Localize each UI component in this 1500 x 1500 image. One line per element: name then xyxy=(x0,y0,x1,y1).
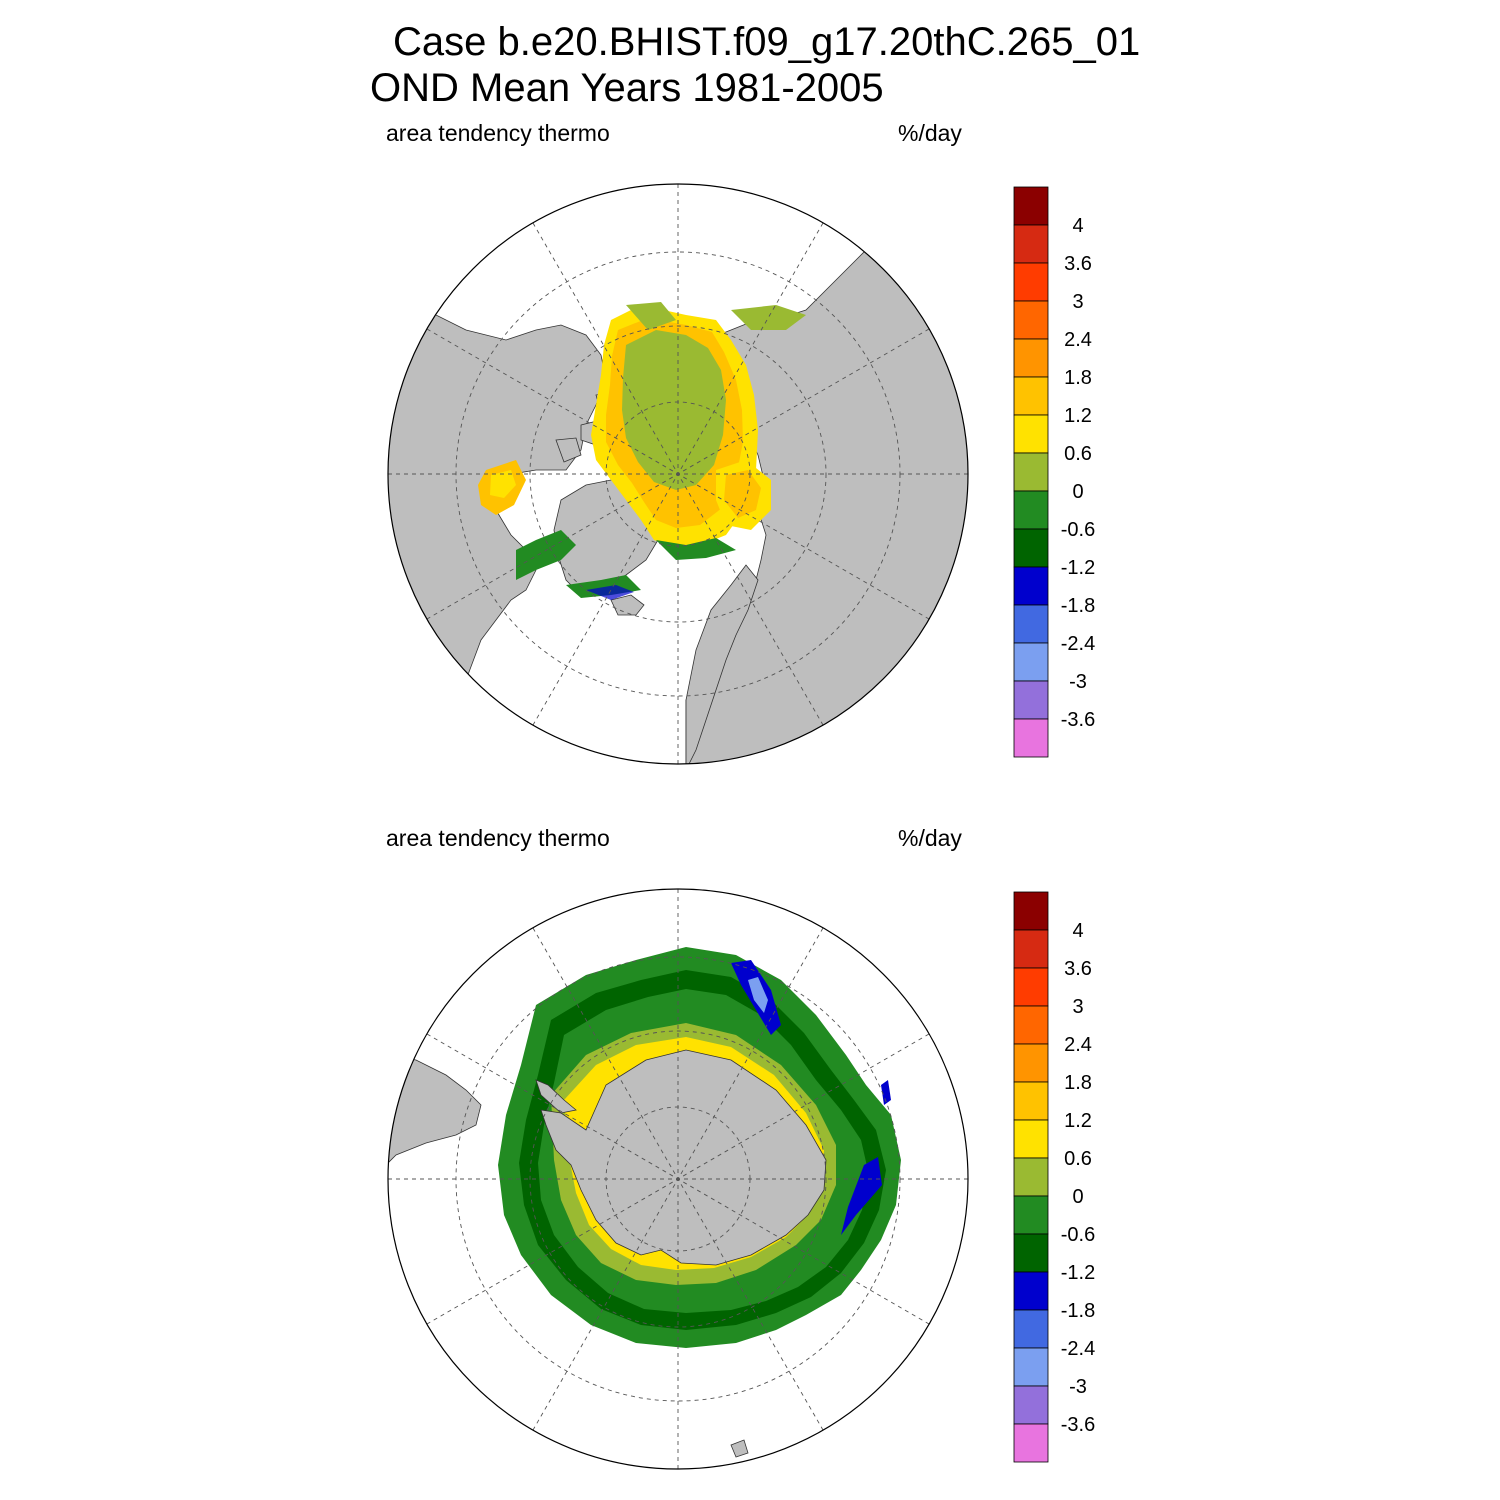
south-america-land xyxy=(388,1054,482,1166)
north-colorbar-tick-label: -2.4 xyxy=(1061,633,1095,655)
south-colorbar-tick-label: 1.2 xyxy=(1064,1110,1092,1132)
south-colorbar-tick-label: 4 xyxy=(1072,920,1083,942)
north-sea-ice-field xyxy=(478,302,806,600)
north-colorbar-tick-label: 3 xyxy=(1072,291,1083,313)
south-colorbar-box xyxy=(1013,929,1049,969)
north-colorbar-box xyxy=(1013,604,1049,644)
north-colorbar-tick-label: -3 xyxy=(1069,671,1087,693)
south-colorbar-box xyxy=(1013,1119,1049,1159)
south-colorbar-box xyxy=(1013,891,1049,931)
panel-south-label: area tendency thermo xyxy=(386,825,610,851)
north-colorbar-tick-label: -1.8 xyxy=(1061,595,1095,617)
north-colorbar-box xyxy=(1013,642,1049,682)
north-colorbar-tick-label: -1.2 xyxy=(1061,557,1095,579)
south-colorbar-labels: 4 3.6 3 2.4 1.8 1.2 0.6 0 -0.6 -1.2 -1.8 -2.4 -3 -3.6 xyxy=(1061,920,1095,1436)
north-colorbar-tick-label: 4 xyxy=(1072,215,1083,237)
north-colorbar-box xyxy=(1013,680,1049,720)
north-colorbar: 4 3.6 3 2.4 1.8 1.2 0.6 0 -0.6 -1.2 -1.8 -2.4 -3 -3.6 xyxy=(1013,186,1095,758)
south-colorbar-tick-label: -2.4 xyxy=(1061,1338,1095,1360)
south-colorbar-box xyxy=(1013,1157,1049,1197)
north-colorbar-boxes xyxy=(1013,186,1049,758)
north-colorbar-box xyxy=(1013,528,1049,568)
south-island-land xyxy=(730,1439,749,1458)
north-colorbar-tick-label: 1.8 xyxy=(1064,367,1092,389)
north-colorbar-tick-label: 0.6 xyxy=(1064,443,1092,465)
north-colorbar-labels: 4 3.6 3 2.4 1.8 1.2 0.6 0 -0.6 -1.2 -1.8 -2.4 -3 -3.6 xyxy=(1061,215,1095,731)
panel-north-units: %/day xyxy=(898,120,962,146)
south-polar-map xyxy=(387,888,969,1470)
south-colorbar-tick-label: 3.6 xyxy=(1064,958,1092,980)
north-colorbar-box xyxy=(1013,186,1049,226)
north-colorbar-tick-label: 0 xyxy=(1072,481,1083,503)
south-colorbar-tick-label: 3 xyxy=(1072,996,1083,1018)
north-colorbar-box xyxy=(1013,414,1049,454)
south-colorbar-box xyxy=(1013,1005,1049,1045)
south-colorbar-box xyxy=(1013,1081,1049,1121)
south-colorbar-tick-label: -1.8 xyxy=(1061,1300,1095,1322)
north-colorbar-box xyxy=(1013,338,1049,378)
figure-title-line-2: OND Mean Years 1981-2005 xyxy=(370,66,884,110)
north-colorbar-box xyxy=(1013,376,1049,416)
north-colorbar-box xyxy=(1013,262,1049,302)
south-colorbar-box xyxy=(1013,1309,1049,1349)
antarctic-peninsula-land xyxy=(535,1079,577,1114)
south-colorbar-box xyxy=(1013,1385,1049,1425)
south-colorbar-tick-label: -0.6 xyxy=(1061,1224,1095,1246)
south-colorbar-tick-label: 1.8 xyxy=(1064,1072,1092,1094)
north-colorbar-tick-label: 1.2 xyxy=(1064,405,1092,427)
north-colorbar-tick-label: 3.6 xyxy=(1064,253,1092,275)
south-colorbar-tick-label: -3.6 xyxy=(1061,1414,1095,1436)
south-colorbar-box xyxy=(1013,1271,1049,1311)
south-colorbar-tick-label: 2.4 xyxy=(1064,1034,1092,1056)
north-colorbar-box xyxy=(1013,300,1049,340)
panel-north-label: area tendency thermo xyxy=(386,120,610,146)
south-colorbar-box xyxy=(1013,967,1049,1007)
figure-title-line-1: Case b.e20.BHIST.f09_g17.20thC.265_01 xyxy=(393,20,1141,64)
north-colorbar-box xyxy=(1013,566,1049,606)
north-colorbar-box xyxy=(1013,452,1049,492)
south-colorbar-tick-label: -1.2 xyxy=(1061,1262,1095,1284)
south-colorbar: 4 3.6 3 2.4 1.8 1.2 0.6 0 -0.6 -1.2 -1.8 -2.4 -3 -3.6 xyxy=(1013,891,1095,1463)
north-polar-map xyxy=(387,183,969,765)
north-map-border xyxy=(387,183,969,765)
north-colorbar-box xyxy=(1013,718,1049,758)
antarctica-land xyxy=(540,1049,827,1266)
south-colorbar-tick-label: 0.6 xyxy=(1064,1148,1092,1170)
south-colorbar-tick-label: 0 xyxy=(1072,1186,1083,1208)
south-colorbar-box xyxy=(1013,1347,1049,1387)
south-colorbar-box xyxy=(1013,1423,1049,1463)
south-map-border xyxy=(387,888,969,1470)
north-graticule xyxy=(388,184,968,764)
north-colorbar-tick-label: 2.4 xyxy=(1064,329,1092,351)
south-colorbar-box xyxy=(1013,1043,1049,1083)
north-colorbar-box xyxy=(1013,224,1049,264)
north-colorbar-box xyxy=(1013,490,1049,530)
north-colorbar-tick-label: -0.6 xyxy=(1061,519,1095,541)
south-graticule xyxy=(388,889,968,1469)
north-colorbar-tick-label: -3.6 xyxy=(1061,709,1095,731)
south-colorbar-boxes xyxy=(1013,891,1049,1463)
south-colorbar-box xyxy=(1013,1195,1049,1235)
south-colorbar-tick-label: -3 xyxy=(1069,1376,1087,1398)
panel-south-units: %/day xyxy=(898,825,962,851)
south-colorbar-box xyxy=(1013,1233,1049,1273)
